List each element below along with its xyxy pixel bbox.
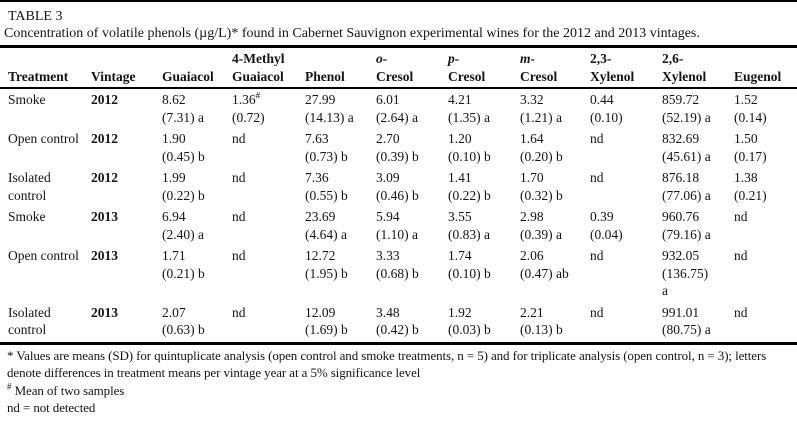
column-header-vintage: Vintage — [91, 48, 162, 89]
footnote-marker: # — [7, 381, 12, 392]
value-cell: 859.72 (52.19) a — [662, 92, 711, 125]
value-cell: 1.71 (0.21) b — [162, 248, 205, 281]
value-cell: 960.76 (79.16) a — [662, 209, 711, 242]
phenols-table: Treatment Vintage Guaiacol 4-Methyl Guaiacol… — [0, 48, 797, 345]
footnote-text: Mean of two samples — [14, 382, 125, 398]
value-cell: 1.74 (0.10) b — [448, 248, 491, 281]
vintage-cell: 2013 — [91, 304, 118, 320]
value-cell: 0.44 (0.10) — [590, 92, 623, 125]
value-cell: 2.70 (0.39) b — [376, 131, 419, 164]
value-cell: 6.01 (2.64) a — [376, 92, 418, 125]
column-header-2-6-xylenol: 2,6- Xylenol — [662, 48, 734, 89]
value-cell: 7.63 (0.73) b — [305, 131, 348, 164]
table-row: Open control 2012 1.90 (0.45) b nd 7.63 (0.73)… — [0, 129, 797, 168]
value-cell: 8.62 (7.31) a — [162, 92, 204, 125]
value-cell: 5.94 (1.10) a — [376, 209, 418, 242]
value-cell: nd — [232, 131, 246, 146]
value-cell: 932.05 (136.75) a — [662, 248, 709, 298]
value-cell: 12.09 (1.69) b — [305, 304, 348, 338]
footnote-text: nd = not detected — [7, 400, 96, 415]
footnotes: * Values are means (SD) for quintuplicat… — [0, 345, 797, 417]
vintage-cell: 2012 — [91, 170, 118, 185]
value-cell: 23.69 (4.64) a — [305, 209, 347, 242]
column-header-2-3-xylenol: 2,3- Xylenol — [590, 48, 662, 89]
value-cell: nd — [232, 170, 246, 185]
value-cell: nd — [232, 209, 246, 224]
value-cell: 1.99 (0.22) b — [162, 170, 205, 203]
table-label: TABLE 3 — [8, 9, 63, 24]
value-cell: 1.90 (0.45) b — [162, 131, 205, 164]
header-row: Treatment Vintage Guaiacol 4-Methyl Guaiacol… — [0, 48, 797, 89]
value-cell: nd — [590, 131, 604, 146]
value-cell: 2.06 (0.47) ab — [520, 248, 569, 281]
value-cell: nd — [232, 248, 246, 263]
value-cell: nd — [734, 209, 748, 224]
table-row: Open control 2013 1.71 (0.21) b nd 12.72 (1.95… — [0, 246, 797, 303]
value-cell: nd — [590, 170, 604, 185]
value-cell: 1.50 (0.17) — [734, 131, 767, 164]
value-cell: 876.18 (77.06) a — [662, 170, 711, 203]
footnote-mean: # Mean of two samples — [7, 382, 791, 400]
table-caption: Concentration of volatile phenols (µg/L)… — [4, 26, 700, 41]
value-cell: 1.92 (0.03) b — [448, 304, 491, 338]
value-cell: 0.39 (0.04) — [590, 209, 623, 242]
vintage-cell: 2013 — [91, 248, 118, 263]
value-cell: nd — [734, 248, 748, 263]
footnote-marker: * — [7, 347, 14, 363]
value-cell: 2.21 (0.13) b — [520, 304, 563, 338]
column-header-treatment: Treatment — [0, 48, 91, 89]
treatment-cell: Isolated control — [8, 304, 51, 338]
column-header-4-methylguaiacol: 4-Methyl Guaiacol — [232, 48, 305, 89]
treatment-cell: Isolated control — [8, 170, 51, 203]
value-cell: 1.52 (0.14) — [734, 92, 767, 125]
treatment-cell: Open control — [8, 131, 79, 146]
value-cell: 1.70 (0.32) b — [520, 170, 563, 203]
value-cell: 2.07 (0.63) b — [162, 304, 205, 338]
value-cell: 832.69 (45.61) a — [662, 131, 711, 164]
value-cell: nd — [590, 248, 604, 263]
value-cell: 6.94 (2.40) a — [162, 209, 204, 242]
value-cell: 1.38 (0.21) — [734, 170, 767, 203]
value-cell: 3.48 (0.42) b — [376, 304, 419, 338]
table-body: Smoke 2012 8.62 (7.31) a 1.36# (0.72) 27.99 (14… — [0, 88, 797, 343]
table-row: Isolated control 2013 2.07 (0.63) b nd 12.09(… — [0, 303, 797, 344]
value-cell: 27.99 (14.13) a — [305, 92, 354, 125]
column-header-eugenol: Eugenol — [734, 48, 797, 89]
column-header-guaiacol: Guaiacol — [162, 48, 232, 89]
treatment-cell: Open control — [8, 248, 79, 263]
value-cell: 1.64 (0.20) b — [520, 131, 563, 164]
table-row: Isolated control 2012 1.99 (0.22) b nd 7.36 (0… — [0, 168, 797, 207]
value-cell: 3.32 (1.21) a — [520, 92, 562, 125]
value-cell: 3.09 (0.46) b — [376, 170, 419, 203]
column-header-o-cresol: o- Cresol — [376, 48, 448, 89]
value-cell: 3.55 (0.83) a — [448, 209, 490, 242]
value-cell: 1.41 (0.22) b — [448, 170, 491, 203]
value-cell: nd — [590, 304, 604, 320]
top-rule — [0, 45, 797, 48]
value-cell: 4.21 (1.35) a — [448, 92, 490, 125]
column-header-m-cresol: m- Cresol — [520, 48, 590, 89]
value-cell: 1.20 (0.10) b — [448, 131, 491, 164]
value-cell: 7.36 (0.55) b — [305, 170, 348, 203]
table-row: Smoke 2012 8.62 (7.31) a 1.36# (0.72) 27.99 (14… — [0, 88, 797, 129]
column-header-phenol: Phenol — [305, 48, 376, 89]
column-header-p-cresol: p- Cresol — [448, 48, 520, 89]
vintage-cell: 2013 — [91, 209, 118, 224]
value-cell: 3.33 (0.68) b — [376, 248, 419, 281]
treatment-cell: Smoke — [8, 92, 46, 107]
value-cell: 2.98 (0.39) a — [520, 209, 562, 242]
vintage-cell: 2012 — [91, 92, 118, 107]
value-cell: nd — [232, 304, 246, 320]
value-cell: 991.01 (80.75) a — [662, 304, 711, 338]
footnote-text: Values are means (SD) for quintuplicate … — [7, 347, 767, 381]
table-row: Smoke 2013 6.94 (2.40) a nd 23.69 (4.64) a 5.94… — [0, 207, 797, 246]
value-cell: 1.36# (0.72) — [232, 90, 265, 125]
vintage-cell: 2012 — [91, 131, 118, 146]
footnote-nd: nd = not detected — [7, 399, 791, 417]
footnote-values: * Values are means (SD) for quintuplicat… — [7, 347, 791, 382]
value-cell: 12.72 (1.95) b — [305, 248, 348, 281]
value-cell: nd — [734, 304, 748, 320]
treatment-cell: Smoke — [8, 209, 46, 224]
